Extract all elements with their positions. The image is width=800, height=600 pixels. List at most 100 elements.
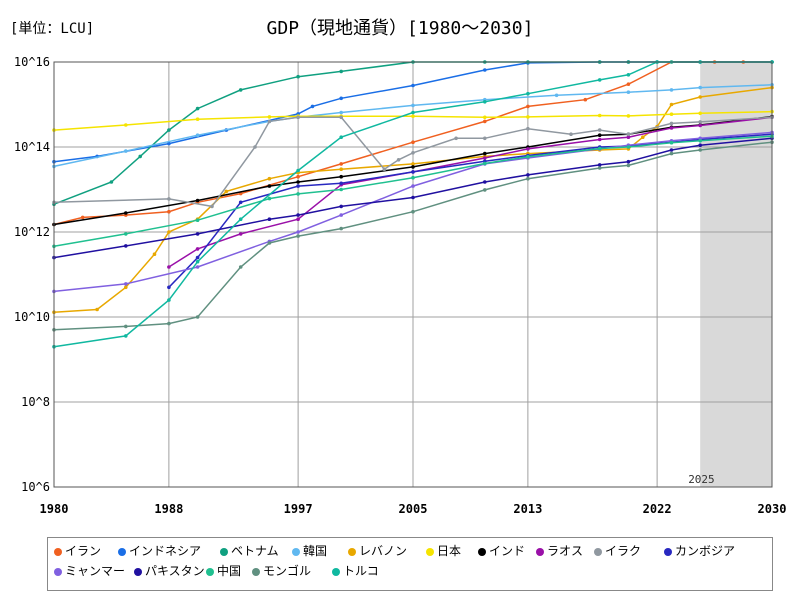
series-point-3 bbox=[109, 180, 114, 184]
series-point-15 bbox=[483, 100, 487, 104]
series-point-6 bbox=[698, 111, 702, 116]
series-point-8 bbox=[195, 247, 200, 251]
x-tick-label: 1988 bbox=[154, 502, 183, 516]
series-point-2 bbox=[167, 141, 171, 146]
series-point-7 bbox=[195, 198, 200, 203]
series-point-12 bbox=[124, 244, 128, 248]
series-point-5 bbox=[698, 95, 702, 99]
series-point-6 bbox=[411, 114, 415, 118]
series-point-13 bbox=[411, 175, 415, 180]
series-line-7 bbox=[53, 115, 773, 226]
series-point-14 bbox=[339, 226, 344, 231]
series-point-10 bbox=[339, 181, 344, 186]
series-point-11 bbox=[195, 265, 200, 269]
series-point-8 bbox=[296, 217, 300, 221]
series-line-12 bbox=[53, 137, 773, 259]
series-point-6 bbox=[124, 123, 128, 127]
series-point-9 bbox=[167, 197, 171, 201]
x-tick-label: 1997 bbox=[284, 502, 313, 516]
legend-item: イラン bbox=[54, 542, 101, 559]
series-point-14 bbox=[526, 176, 530, 181]
legend-label: イラン bbox=[65, 544, 102, 558]
series-point-4 bbox=[195, 133, 200, 137]
series-point-3 bbox=[138, 154, 142, 159]
x-tick-label: 1980 bbox=[40, 502, 69, 516]
series-point-5 bbox=[152, 252, 157, 256]
legend-swatch bbox=[348, 547, 356, 556]
series-point-8 bbox=[669, 126, 674, 130]
series-point-15 bbox=[296, 168, 300, 173]
series-point-12 bbox=[626, 159, 631, 164]
legend-label: 韓国 bbox=[303, 544, 328, 558]
legend-swatch bbox=[478, 547, 486, 556]
series-point-6 bbox=[597, 113, 602, 118]
legend-item: モンゴル bbox=[252, 562, 311, 579]
series-point-14 bbox=[267, 241, 272, 245]
y-tick-label: 10^8 bbox=[21, 395, 50, 409]
series-point-8 bbox=[626, 135, 631, 139]
series-point-7 bbox=[124, 211, 128, 215]
series-point-15 bbox=[195, 259, 200, 264]
legend-item: イラク bbox=[594, 542, 641, 559]
series-point-12 bbox=[296, 213, 300, 217]
series-point-13 bbox=[267, 196, 272, 201]
series-point-1 bbox=[626, 82, 631, 86]
series-point-9 bbox=[210, 204, 214, 209]
series-point-5 bbox=[167, 230, 171, 234]
legend-label: ミャンマー bbox=[65, 564, 126, 578]
series-point-9 bbox=[267, 119, 272, 124]
series-point-15 bbox=[124, 334, 128, 338]
legend-swatch bbox=[292, 547, 300, 556]
series-point-12 bbox=[483, 180, 487, 184]
series-point-14 bbox=[195, 315, 200, 319]
series-line-14 bbox=[53, 141, 773, 331]
series-point-12 bbox=[597, 163, 602, 167]
legend-label: パキスタン bbox=[145, 564, 205, 578]
series-point-13 bbox=[626, 145, 631, 149]
series-point-13 bbox=[339, 187, 344, 192]
series-point-14 bbox=[698, 148, 702, 152]
series-point-13 bbox=[526, 154, 530, 159]
series-point-1 bbox=[296, 174, 300, 179]
legend-swatch bbox=[206, 567, 214, 576]
series-point-5 bbox=[641, 135, 645, 139]
legend-swatch bbox=[426, 547, 434, 556]
x-tick-label: 2030 bbox=[758, 502, 787, 516]
series-line-6 bbox=[53, 110, 773, 131]
series-point-5 bbox=[95, 307, 99, 312]
legend-item: インド bbox=[478, 542, 525, 559]
series-point-15 bbox=[411, 110, 415, 115]
series-point-3 bbox=[238, 88, 243, 92]
series-point-6 bbox=[669, 112, 674, 116]
series-point-1 bbox=[411, 140, 415, 144]
series-point-1 bbox=[80, 215, 85, 220]
series-point-12 bbox=[526, 173, 530, 177]
series-point-5 bbox=[339, 167, 344, 171]
y-tick-label: 10^12 bbox=[14, 225, 50, 239]
series-line-13 bbox=[53, 135, 773, 248]
legend-item: 韓国 bbox=[292, 542, 327, 559]
legend-swatch bbox=[252, 567, 260, 576]
chart-title: GDP（現地通貨）[1980～2030] bbox=[266, 18, 534, 39]
legend-swatch bbox=[54, 547, 62, 556]
series-point-13 bbox=[483, 161, 487, 166]
series-point-15 bbox=[526, 91, 530, 96]
series-point-14 bbox=[597, 166, 602, 170]
series-point-15 bbox=[626, 73, 631, 77]
forecast-label: 2025 bbox=[688, 473, 715, 486]
y-tick-label: 10^16 bbox=[14, 55, 50, 69]
series-point-13 bbox=[195, 218, 200, 222]
series-point-14 bbox=[669, 151, 674, 156]
series-point-13 bbox=[597, 146, 602, 151]
series-point-12 bbox=[195, 232, 200, 236]
series-point-1 bbox=[339, 162, 344, 166]
series-point-1 bbox=[167, 209, 171, 214]
series-point-12 bbox=[411, 195, 415, 200]
legend-swatch bbox=[220, 547, 228, 556]
series-point-8 bbox=[698, 123, 702, 128]
series-point-4 bbox=[411, 103, 415, 108]
series-point-14 bbox=[483, 188, 487, 192]
legend-label: 日本 bbox=[437, 544, 462, 558]
plot-frame bbox=[53, 61, 773, 488]
series-point-14 bbox=[411, 209, 415, 214]
